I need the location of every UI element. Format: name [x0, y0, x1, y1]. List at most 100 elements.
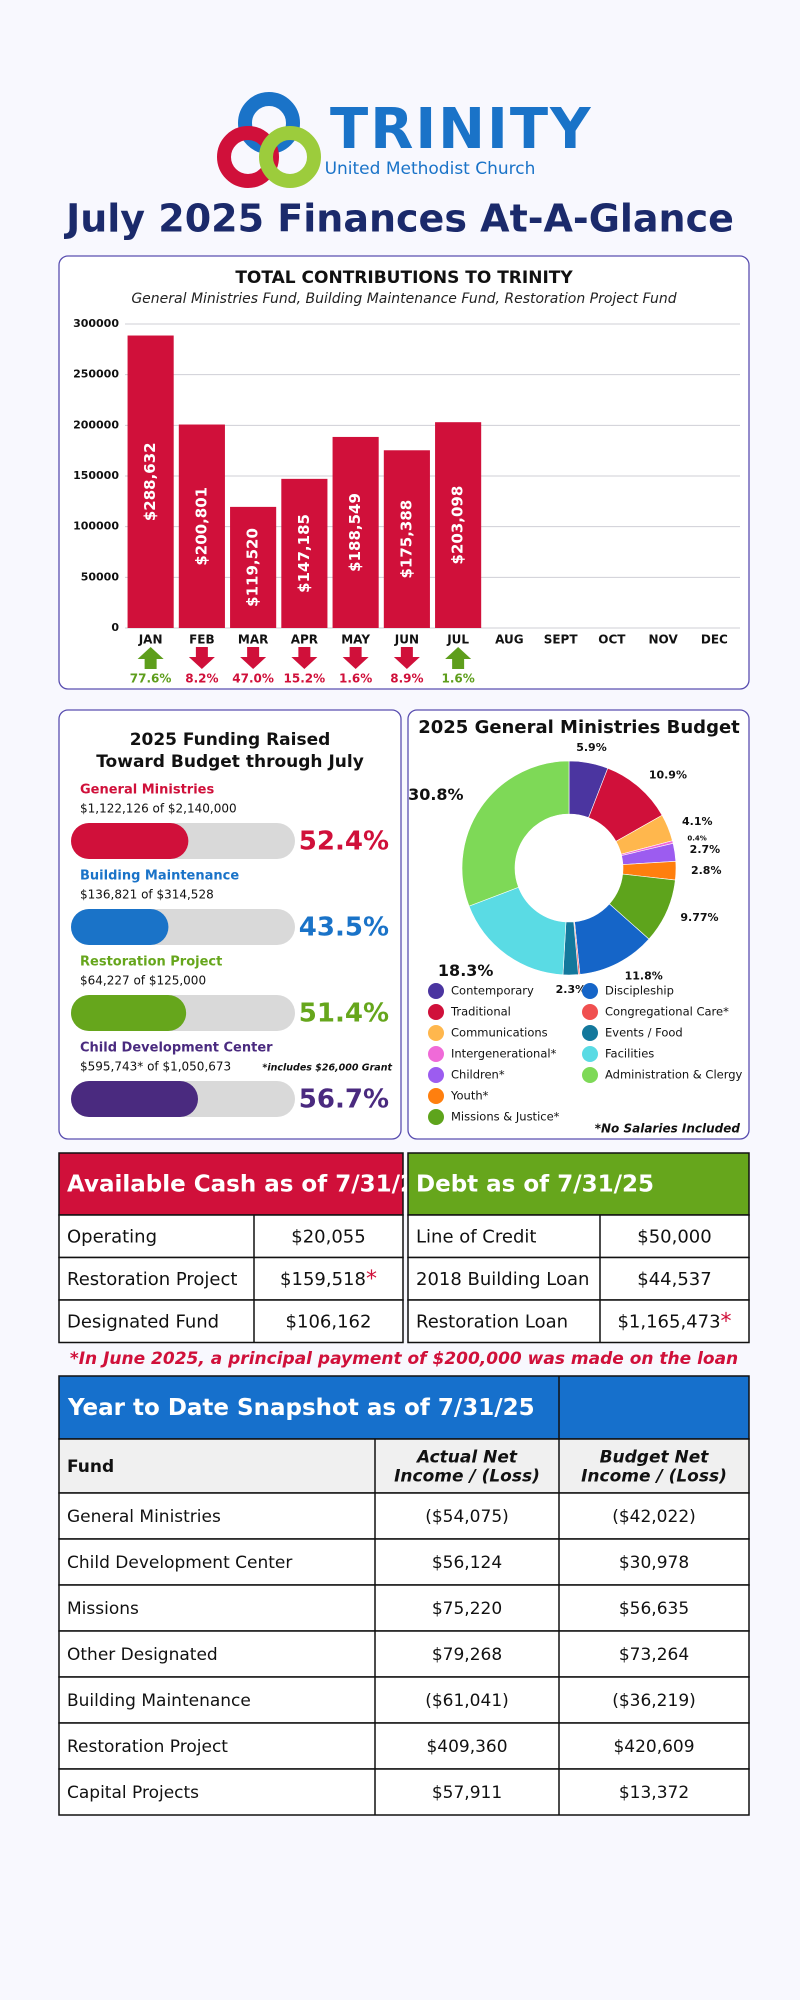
pie-value-label: 4.1% [682, 815, 713, 828]
legend-swatch [428, 1088, 444, 1104]
ytd-row [58, 1676, 750, 1724]
change-label: 8.9% [390, 672, 423, 686]
legend-label: Traditional [450, 1005, 511, 1019]
ytd-cell: ($61,041) [425, 1691, 509, 1711]
row-amount: $20,055 [291, 1226, 365, 1247]
table-row [407, 1299, 750, 1344]
row-label: 2018 Building Loan [416, 1269, 589, 1290]
chart-subtitle: General Ministries Fund, Building Mainte… [131, 291, 676, 307]
ytd-header [58, 1375, 750, 1440]
x-tick-label: DEC [701, 633, 728, 647]
x-tick-label: JUL [446, 633, 469, 647]
bar-value-label: $200,801 [192, 487, 210, 566]
pie-value-label: 10.9% [649, 769, 687, 782]
ytd-cell: $56,635 [619, 1599, 689, 1619]
x-tick-label: NOV [649, 633, 679, 647]
funding-note: *includes $26,000 Grant [262, 1063, 392, 1074]
progress-fill [71, 909, 169, 945]
change-arrow [291, 647, 318, 669]
row-label: Line of Credit [416, 1226, 536, 1247]
logo-subtitle: United Methodist Church [325, 159, 536, 179]
bar [281, 478, 328, 628]
ytd-cell: $57,911 [432, 1783, 502, 1803]
y-tick-label: 300000 [73, 317, 119, 330]
pie-slice [461, 760, 570, 907]
ytd-row [58, 1630, 750, 1678]
table-row [58, 1299, 404, 1344]
row-amount: $50,000 [637, 1226, 711, 1247]
ytd-title: Year to Date Snapshot as of 7/31/25 [67, 1395, 535, 1421]
progress-percent: 43.5% [299, 913, 389, 943]
table-header [58, 1152, 404, 1216]
page-title: July 2025 Finances At-A-Glance [63, 197, 734, 241]
change-arrow [240, 647, 267, 669]
bar [127, 335, 174, 628]
x-tick-label: AUG [495, 633, 524, 647]
legend-swatch [428, 983, 444, 999]
change-arrow [342, 647, 369, 669]
fund-name: Child Development Center [80, 1041, 273, 1056]
amount-mark: * [366, 1267, 377, 1292]
change-arrow [137, 647, 164, 669]
legend-swatch [428, 1067, 444, 1083]
legend-swatch [428, 1004, 444, 1020]
y-tick-label: 150000 [73, 469, 119, 482]
x-tick-label: MAR [238, 633, 268, 647]
legend-label: Administration & Clergy [605, 1068, 743, 1082]
change-arrow [188, 647, 215, 669]
ytd-row [58, 1768, 750, 1816]
bar [178, 424, 225, 628]
change-arrow [445, 647, 472, 669]
y-tick-label: 250000 [73, 368, 119, 381]
x-tick-label: OCT [598, 633, 626, 647]
ytd-cell: ($42,022) [612, 1507, 696, 1527]
pie-value-label: 18.3% [438, 961, 494, 980]
progress-fill [71, 995, 187, 1031]
bar [332, 436, 379, 628]
legend-label: Facilities [605, 1047, 654, 1061]
legend-swatch [582, 1004, 598, 1020]
ytd-row [58, 1584, 750, 1632]
legend-label: Children* [451, 1068, 505, 1082]
change-label: 47.0% [232, 672, 274, 686]
amount-text: $50,000 [637, 1226, 711, 1247]
fund-name: General Ministries [80, 783, 214, 798]
ytd-column-label: Fund [67, 1457, 114, 1477]
fund-amounts: $1,122,126 of $2,140,000 [80, 802, 237, 816]
y-tick-label: 50000 [81, 570, 120, 583]
logo-ring [259, 126, 321, 188]
x-tick-label: JUN [394, 633, 419, 647]
amount-mark: * [721, 1309, 732, 1334]
ytd-cell: ($54,075) [425, 1507, 509, 1527]
pie-value-label: 9.77% [680, 911, 718, 924]
legend-label: Missions & Justice* [451, 1110, 560, 1124]
bar-value-label: $175,388 [397, 500, 415, 579]
bar-value-label: $203,098 [449, 486, 467, 565]
legend-swatch [582, 983, 598, 999]
bar-value-label: $188,549 [346, 493, 364, 572]
legend-label: Discipleship [605, 984, 674, 998]
loan-note: *In June 2025, a principal payment of $2… [70, 1349, 738, 1369]
bar-value-label: $288,632 [141, 442, 159, 521]
legend-swatch [428, 1109, 444, 1125]
ytd-row [58, 1538, 750, 1586]
funding-title: Toward Budget through July [96, 752, 364, 772]
amount-text: $44,537 [637, 1269, 711, 1290]
change-label: 77.6% [130, 672, 172, 686]
ytd-cell: General Ministries [67, 1507, 221, 1527]
pie-value-label: 0.4% [687, 834, 706, 842]
progress-fill [71, 823, 189, 859]
progress-percent: 52.4% [299, 827, 389, 857]
ytd-cell: Restoration Project [67, 1737, 228, 1757]
ytd-cell: $79,268 [432, 1645, 502, 1665]
pie-value-label: 11.8% [625, 970, 663, 983]
pie-value-label: 5.9% [576, 741, 607, 754]
ytd-cell: Building Maintenance [67, 1691, 251, 1711]
ytd-column-label: Actual Net [415, 1448, 518, 1468]
ytd-column-header [58, 1438, 750, 1494]
fund-amounts: $595,743* of $1,050,673 [80, 1060, 231, 1074]
legend-label: Communications [451, 1026, 548, 1040]
row-label: Restoration Project [67, 1269, 237, 1290]
ytd-cell: $420,609 [613, 1737, 694, 1757]
